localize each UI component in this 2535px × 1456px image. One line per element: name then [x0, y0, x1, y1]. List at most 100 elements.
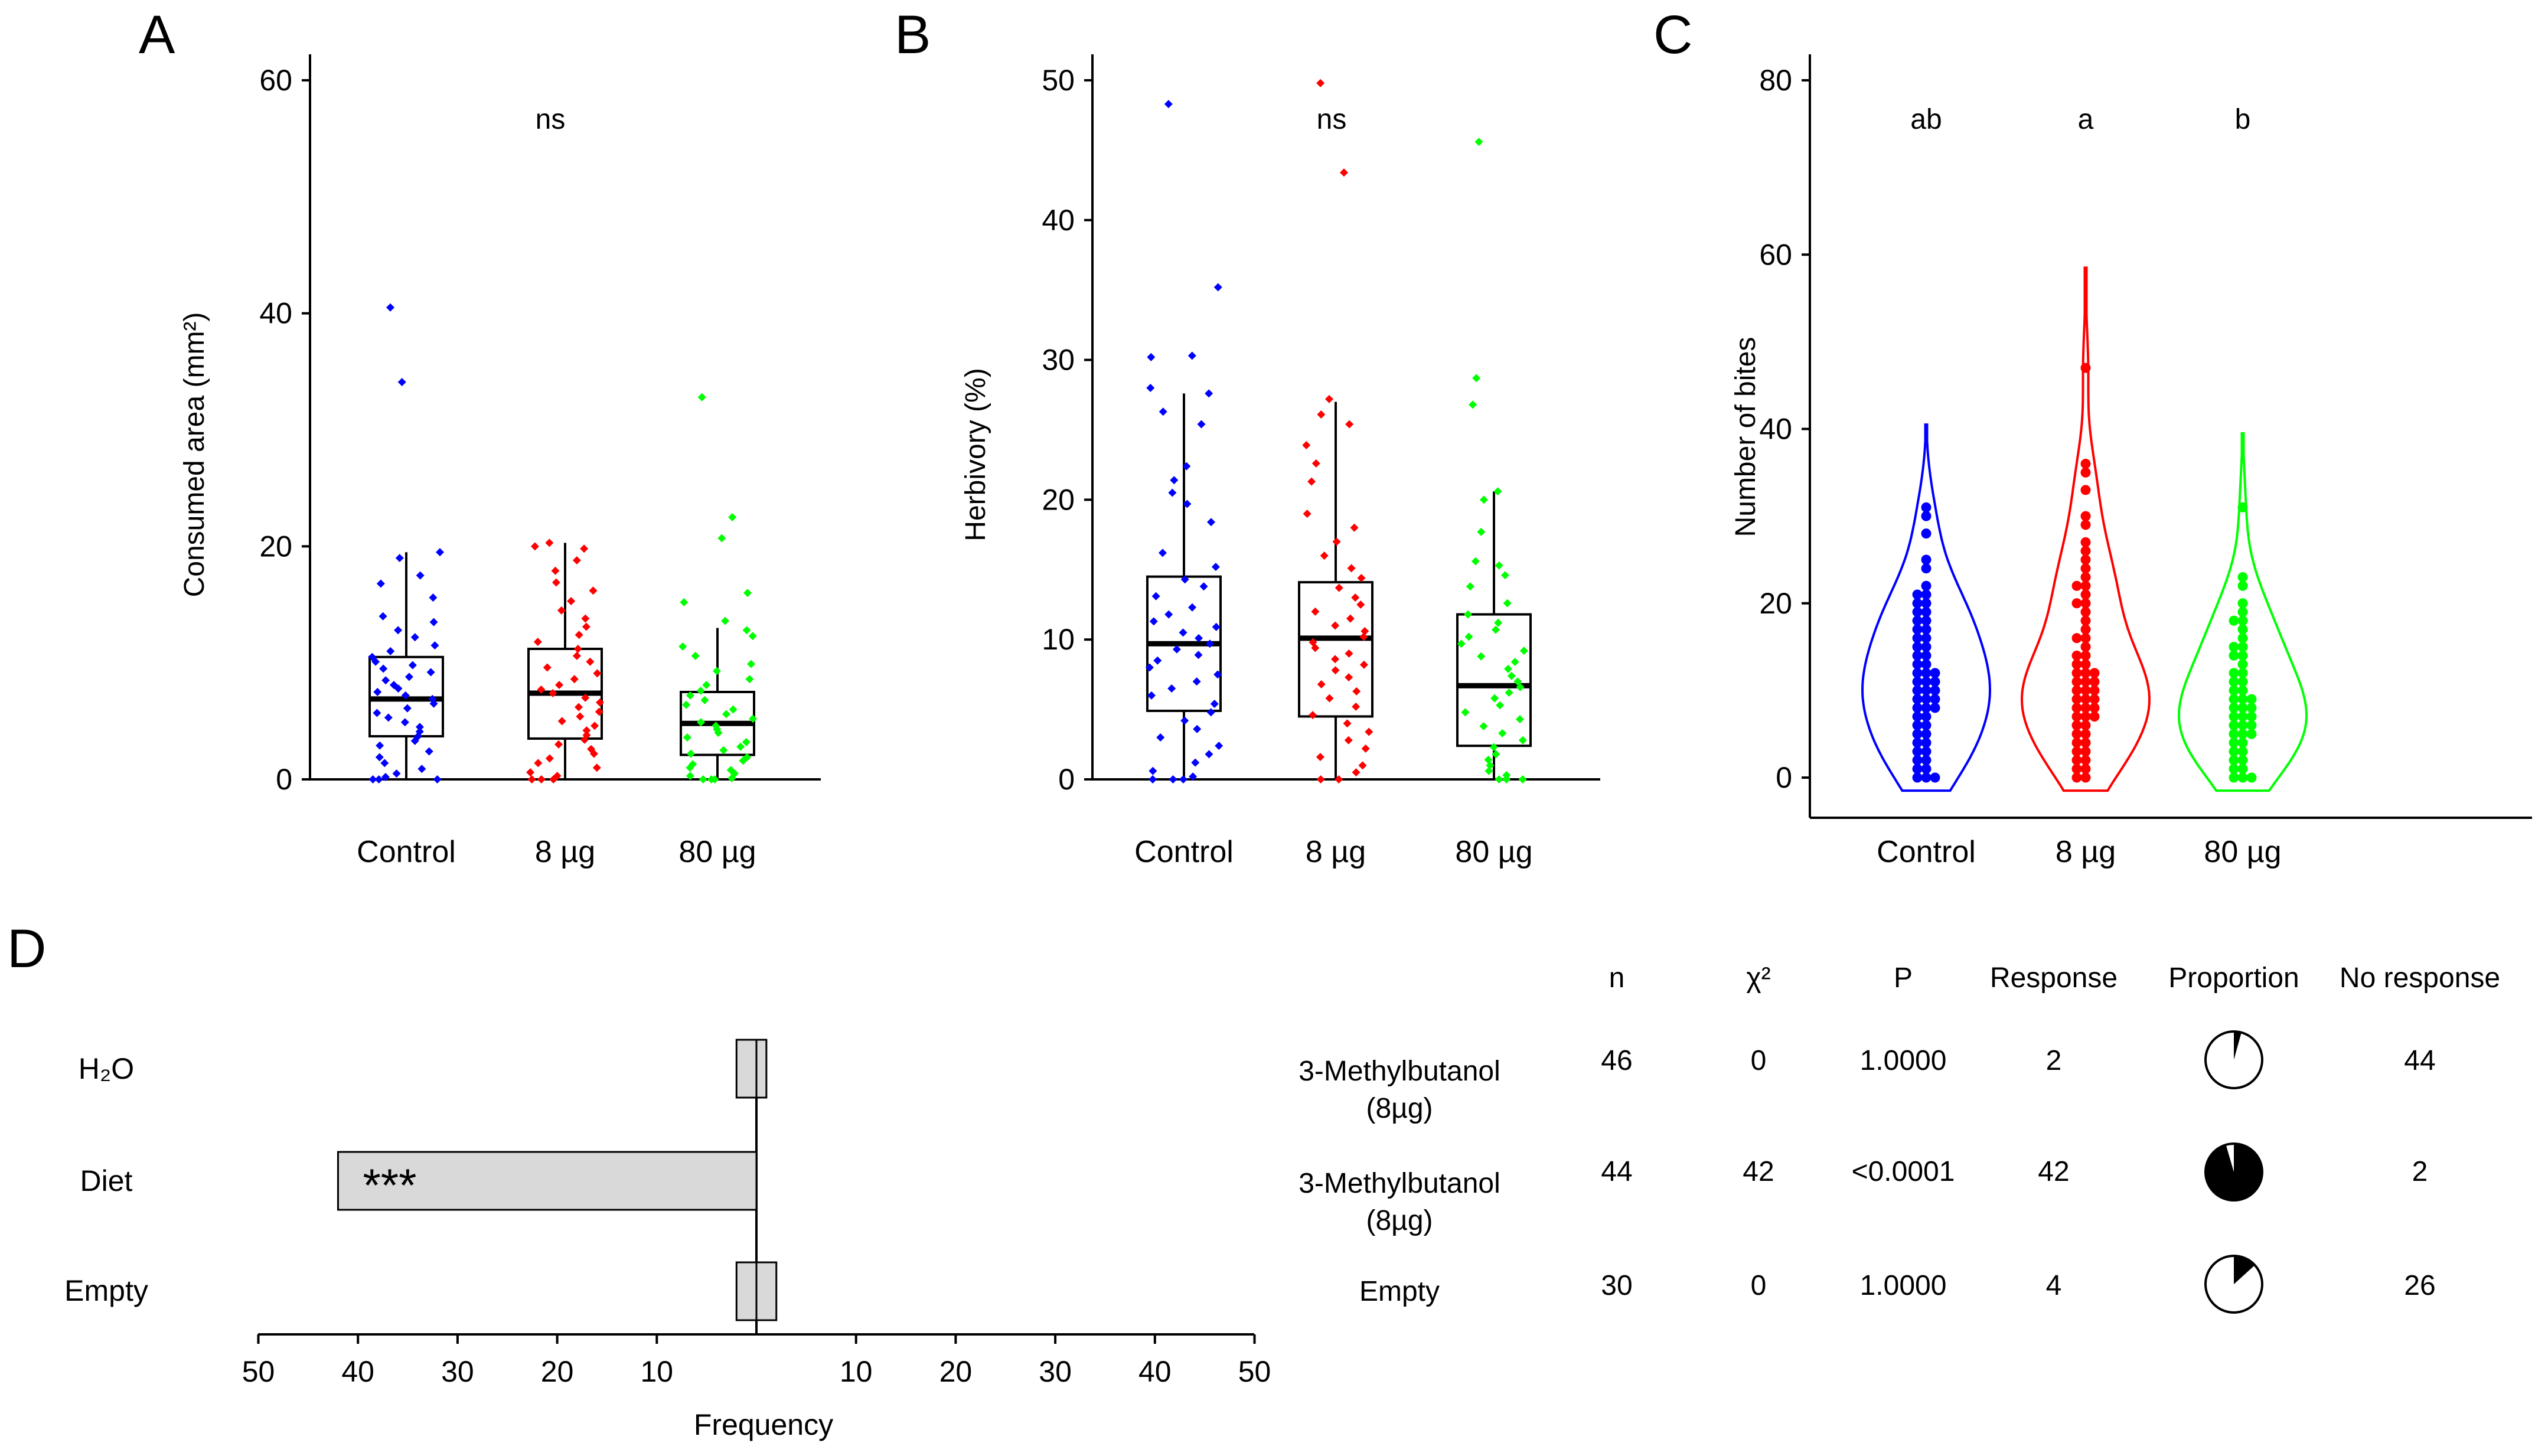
panel-c-point-8ug: [2071, 677, 2082, 687]
panel-d-x-tick-label: 50: [1238, 1355, 1271, 1388]
panel-b-y-tick-label: 40: [1042, 204, 1075, 237]
panel-c-y-tick-label: 20: [1759, 587, 1792, 620]
pie-slice-response: [2234, 1256, 2255, 1284]
panel-c-point-control: [1921, 563, 1932, 574]
panel-c-violin-control: [1861, 423, 1992, 792]
panel-b-point-control: [1169, 775, 1177, 784]
panel-a-point-8ug: [574, 703, 583, 711]
table-row-stimulus-dose: (8µg): [1366, 1093, 1433, 1124]
panel-c-point-80ug: [2237, 737, 2248, 748]
panel-a-point-control: [376, 741, 384, 750]
panel-a-point-8ug: [589, 586, 598, 595]
panel-b-point-control: [1197, 420, 1206, 429]
panel-a-point-control: [429, 699, 438, 708]
panel-c-chart: C Number of bites 0 20 40 60 80 ab a b Contr…: [1653, 5, 2532, 869]
panel-c-point-control: [1921, 711, 1932, 722]
panel-b-point-control: [1147, 352, 1156, 361]
panel-b-point-8ug: [1302, 441, 1311, 450]
panel-b-point-control: [1153, 656, 1162, 665]
panel-d-significance-diet: ***: [363, 1159, 416, 1211]
panel-b-point-8ug: [1303, 510, 1311, 518]
panel-a-point-80ug: [686, 763, 694, 772]
panel-c-point-8ug: [2080, 720, 2091, 730]
panel-c-point-8ug: [2071, 772, 2082, 783]
panel-a-point-8ug: [572, 556, 581, 565]
panel-c-point-control: [1921, 580, 1932, 591]
panel-d-x-tick-label: 20: [939, 1355, 973, 1388]
panel-c-point-8ug: [2089, 685, 2100, 696]
panel-c-point-control: [1921, 511, 1932, 521]
panel-b-point-80ug: [1471, 557, 1480, 566]
panel-c-y-tick-label: 0: [1776, 761, 1792, 794]
panel-c-point-8ug: [2089, 694, 2100, 704]
panel-c-point-8ug: [2080, 772, 2091, 783]
panel-c-point-control: [1930, 677, 1940, 687]
table-cell-chi2: 0: [1751, 1045, 1767, 1076]
panel-c-point-80ug: [2237, 703, 2248, 713]
panel-a-point-80ug: [686, 772, 694, 781]
panel-b-point-8ug: [1325, 694, 1334, 703]
panel-c-point-control: [1912, 633, 1923, 644]
panel-b-point-control: [1206, 708, 1215, 717]
panel-b-point-control: [1172, 645, 1181, 654]
panel-b-point-80ug: [1518, 775, 1527, 784]
panel-b-point-control: [1195, 634, 1203, 642]
panel-d-bar-left-empty: [735, 1261, 758, 1321]
table-row-stimulus: Empty: [1359, 1276, 1440, 1307]
panel-c-point-80ug: [2246, 729, 2257, 739]
panel-c-point-8ug: [2080, 755, 2091, 765]
panel-d-category-h2o: H₂O: [79, 1052, 134, 1085]
panel-b-y-ticks: 0 10 20 30 40 50: [1042, 64, 1092, 796]
panel-b-y-tick-label: 50: [1042, 64, 1075, 97]
table-cell-no-response: 2: [2412, 1156, 2428, 1187]
panel-b-point-control: [1193, 724, 1202, 733]
panel-c-point-control: [1930, 685, 1940, 696]
panel-b-point-80ug: [1519, 647, 1528, 655]
table-cell-chi2: 0: [1751, 1270, 1767, 1301]
panel-a-point-8ug: [586, 657, 595, 666]
panel-c-point-80ug: [2237, 659, 2248, 670]
panel-c-point-8ug: [2089, 703, 2100, 713]
panel-a-point-control: [371, 657, 380, 666]
pie-slice-response: [2234, 1031, 2242, 1060]
panel-c-point-8ug: [2080, 729, 2091, 739]
panel-a-point-8ug: [582, 622, 590, 631]
table-cell-p: 1.0000: [1860, 1270, 1947, 1301]
panel-b-point-control: [1147, 691, 1156, 700]
panel-c-point-control: [1912, 642, 1923, 652]
panel-c-point-80ug: [2229, 720, 2239, 730]
panel-a-point-8ug: [545, 538, 554, 547]
panel-b-point-8ug: [1331, 621, 1340, 630]
panel-a-point-80ug: [697, 393, 706, 401]
panel-a-point-8ug: [557, 606, 566, 615]
panel-c-group-letter-8ug: a: [2078, 104, 2094, 135]
panel-b-point-8ug: [1311, 459, 1320, 468]
panel-c-y-tick-label: 40: [1759, 413, 1792, 446]
panel-b-point-control: [1145, 663, 1154, 672]
panel-c-point-80ug: [2237, 572, 2248, 582]
panel-a-point-8ug: [549, 775, 558, 784]
panel-a-y-tick-label: 40: [259, 297, 292, 330]
panel-b-point-80ug: [1518, 736, 1527, 745]
panel-b-point-80ug: [1494, 618, 1503, 627]
panel-a-point-8ug: [580, 544, 589, 553]
panel-a-point-control: [380, 759, 389, 768]
panel-a-point-8ug: [595, 707, 603, 716]
panel-b-y-tick-label: 30: [1042, 344, 1075, 377]
panel-c-point-80ug: [2229, 755, 2239, 765]
panel-b-point-control: [1189, 772, 1198, 781]
panel-b-point-8ug: [1343, 719, 1352, 728]
panel-a-point-control: [397, 378, 406, 387]
panel-b-box-8ug: [1298, 581, 1373, 718]
panel-b-point-80ug: [1510, 658, 1519, 667]
panel-b-point-8ug: [1352, 687, 1361, 696]
panel-a-point-control: [394, 626, 403, 635]
panel-c-group-letter-80ug: b: [2235, 104, 2251, 135]
panel-c-point-8ug: [2071, 755, 2082, 765]
table-cell-p: <0.0001: [1852, 1156, 1955, 1187]
panel-b-point-80ug: [1490, 694, 1499, 703]
panel-a-point-control: [394, 684, 403, 693]
panel-c-point-8ug: [2080, 537, 2091, 547]
table-cell-n: 46: [1601, 1045, 1632, 1076]
panel-a-point-8ug: [593, 669, 602, 678]
